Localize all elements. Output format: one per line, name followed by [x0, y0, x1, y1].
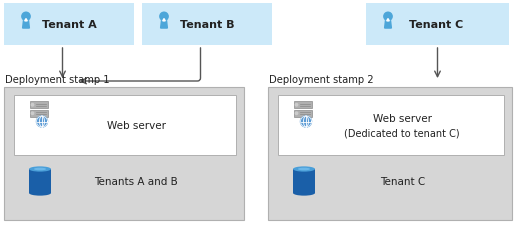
Bar — [142, 4, 272, 46]
Circle shape — [32, 104, 34, 106]
Ellipse shape — [293, 167, 315, 172]
Bar — [294, 102, 312, 109]
Circle shape — [22, 13, 30, 21]
Circle shape — [384, 13, 392, 21]
Circle shape — [300, 117, 312, 127]
Bar — [30, 102, 48, 109]
Bar — [30, 110, 48, 117]
Text: Deployment stamp 2: Deployment stamp 2 — [269, 75, 374, 85]
Bar — [268, 88, 512, 220]
Circle shape — [295, 104, 298, 106]
Text: Tenant C: Tenant C — [409, 20, 463, 30]
Circle shape — [160, 13, 168, 21]
Text: Tenant A: Tenant A — [42, 20, 96, 30]
Bar — [4, 88, 244, 220]
Text: Web server: Web server — [373, 113, 432, 123]
Bar — [4, 4, 134, 46]
Ellipse shape — [298, 168, 310, 171]
Ellipse shape — [34, 168, 46, 171]
Ellipse shape — [29, 167, 51, 172]
Bar — [293, 169, 315, 193]
Text: Tenant B: Tenant B — [180, 20, 234, 30]
Bar — [366, 4, 509, 46]
Circle shape — [295, 112, 298, 115]
Bar — [14, 96, 236, 155]
Text: (Dedicated to tenant C): (Dedicated to tenant C) — [344, 128, 460, 138]
Bar — [278, 96, 504, 155]
Polygon shape — [25, 20, 27, 22]
Polygon shape — [23, 22, 29, 29]
Text: Web server: Web server — [107, 120, 165, 130]
Polygon shape — [387, 20, 389, 22]
Polygon shape — [385, 22, 391, 29]
Text: Tenants A and B: Tenants A and B — [94, 176, 178, 186]
Text: Tenant C: Tenant C — [379, 176, 425, 186]
Circle shape — [32, 112, 34, 115]
Ellipse shape — [29, 191, 51, 196]
Polygon shape — [161, 22, 168, 29]
Bar — [29, 169, 51, 193]
Polygon shape — [163, 20, 165, 22]
Bar — [294, 110, 312, 117]
Ellipse shape — [293, 191, 315, 196]
Text: Deployment stamp 1: Deployment stamp 1 — [5, 75, 110, 85]
Circle shape — [37, 117, 48, 127]
